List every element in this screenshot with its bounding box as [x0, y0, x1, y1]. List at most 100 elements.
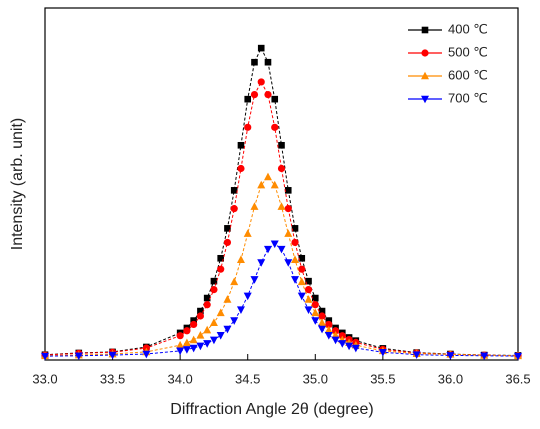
series-line [44, 80, 519, 357]
marker [284, 259, 293, 267]
x-tick-label: 35.5 [370, 371, 395, 386]
marker [236, 306, 245, 314]
marker [257, 259, 266, 267]
marker [217, 254, 224, 262]
marker [318, 318, 327, 326]
x-tick-label: 33.5 [100, 371, 125, 386]
marker [284, 187, 292, 194]
marker [224, 225, 231, 232]
marker [325, 320, 333, 329]
marker [230, 317, 239, 325]
marker [230, 205, 238, 213]
marker [284, 229, 293, 237]
marker [209, 318, 218, 326]
marker [230, 277, 239, 286]
marker [291, 238, 299, 247]
marker [345, 342, 354, 351]
marker [251, 58, 258, 66]
x-tick-label: 36.0 [438, 371, 463, 386]
marker [304, 286, 313, 294]
marker [298, 254, 306, 262]
marker [182, 346, 191, 354]
marker [264, 58, 272, 66]
marker [480, 352, 489, 361]
marker [264, 90, 272, 99]
marker [189, 335, 198, 344]
marker [297, 277, 306, 286]
marker [244, 123, 252, 131]
marker [263, 245, 272, 254]
marker [74, 352, 83, 361]
x-tick-label: 35.0 [303, 371, 328, 386]
marker [278, 141, 285, 149]
marker [190, 320, 198, 329]
x-tick-label: 36.5 [505, 371, 530, 386]
marker [378, 348, 387, 357]
marker [189, 344, 198, 353]
marker [230, 187, 238, 194]
marker [108, 351, 117, 360]
y-axis-title: Intensity (arb. unit) [9, 118, 26, 251]
legend-label: 700 ℃ [448, 90, 488, 105]
legend-marker [421, 95, 429, 104]
marker [291, 255, 300, 263]
marker [250, 202, 259, 210]
marker [514, 352, 522, 361]
marker [271, 95, 279, 103]
marker [237, 164, 245, 173]
marker [183, 327, 191, 335]
marker [331, 336, 340, 345]
marker [305, 277, 312, 285]
marker [142, 350, 151, 359]
marker [318, 312, 326, 320]
marker [304, 295, 313, 303]
marker [325, 317, 333, 324]
marker [196, 342, 205, 351]
x-axis-title: Diffraction Angle 2θ (degree) [170, 401, 373, 418]
marker [291, 276, 300, 284]
marker [263, 172, 272, 181]
series-line [44, 243, 519, 357]
marker [176, 347, 185, 356]
marker [277, 245, 286, 254]
legend-marker [421, 49, 429, 57]
marker [244, 95, 252, 103]
marker [291, 225, 299, 232]
marker [203, 301, 211, 309]
marker [277, 202, 286, 210]
marker [318, 307, 326, 315]
marker [41, 352, 49, 361]
marker [311, 308, 320, 317]
marker [257, 44, 265, 52]
legend-label: 600 ℃ [448, 67, 488, 82]
marker [209, 336, 218, 345]
marker [277, 164, 286, 173]
marker [196, 312, 205, 320]
marker [223, 295, 232, 303]
marker [298, 265, 306, 273]
marker [270, 240, 279, 249]
legend-marker [421, 26, 429, 34]
marker [196, 331, 205, 339]
marker [197, 307, 204, 315]
marker [210, 277, 218, 285]
marker [257, 180, 266, 189]
marker [236, 255, 245, 263]
marker [216, 332, 225, 340]
marker [311, 317, 320, 325]
legend-label: 500 ℃ [448, 44, 488, 59]
marker [284, 205, 292, 213]
marker [351, 344, 360, 353]
marker [331, 327, 340, 335]
marker [237, 141, 245, 149]
marker [182, 338, 191, 347]
marker [446, 352, 455, 360]
x-tick-label: 34.5 [235, 371, 260, 386]
marker [311, 294, 319, 302]
marker [271, 123, 279, 131]
plot-frame [44, 7, 519, 361]
marker [203, 294, 211, 302]
marker [243, 292, 252, 301]
legend-label: 400 ℃ [448, 21, 488, 36]
